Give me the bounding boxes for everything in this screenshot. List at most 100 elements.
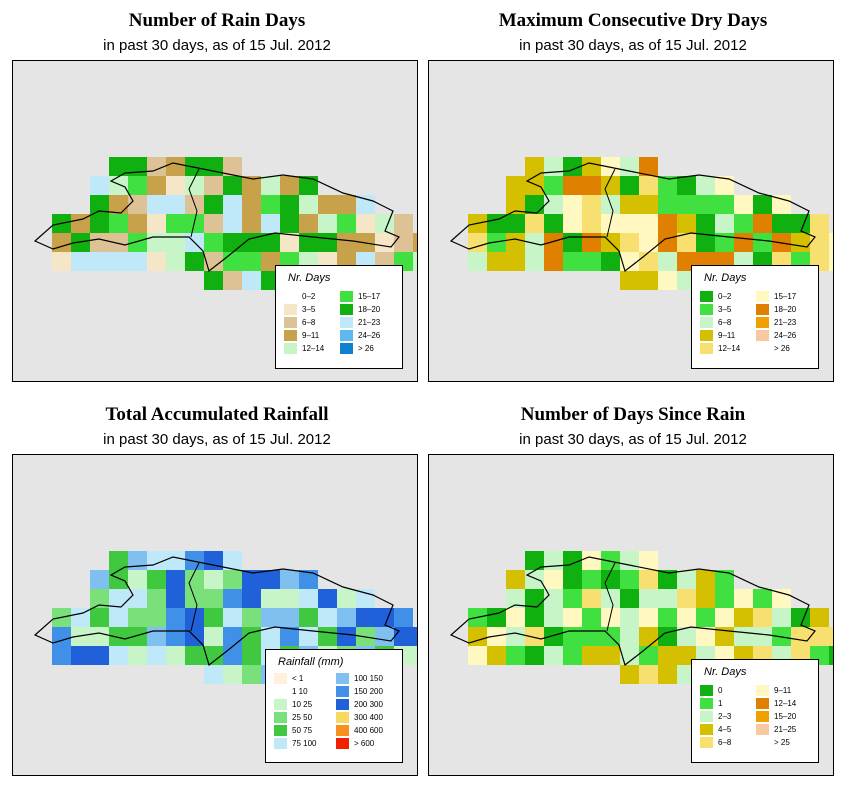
grid-cell xyxy=(639,214,658,233)
grid-cell xyxy=(791,214,810,233)
legend-swatch xyxy=(756,736,769,748)
grid-cell xyxy=(356,608,375,627)
grid-cell xyxy=(299,233,318,252)
grid-cell xyxy=(677,214,696,233)
grid-cell xyxy=(506,214,525,233)
grid-cell xyxy=(337,608,356,627)
grid-cell xyxy=(204,627,223,646)
grid-cell xyxy=(109,195,128,214)
legend-swatch xyxy=(274,711,287,723)
grid-cell xyxy=(242,252,261,271)
grid-cell xyxy=(772,608,791,627)
legend-swatch xyxy=(756,710,769,722)
grid-cell xyxy=(506,233,525,252)
legend-swatch xyxy=(340,329,353,341)
grid-cell xyxy=(223,646,242,665)
legend-item: 6–8 xyxy=(700,736,731,748)
legend-column: 9–11 12–14 15–20 21–25 > 25 xyxy=(756,684,796,749)
legend-item: 50 75 xyxy=(274,724,316,736)
legend-swatch xyxy=(756,303,769,315)
panel-days-since-rain: Number of Days Since Rain in past 30 day… xyxy=(428,394,838,784)
grid-cell xyxy=(204,608,223,627)
grid-cell xyxy=(223,157,242,176)
legend-label: 300 400 xyxy=(354,712,383,722)
grid-cell xyxy=(639,570,658,589)
grid-cell xyxy=(696,608,715,627)
legend-swatch xyxy=(274,672,287,684)
panel-subtitle: in past 30 days, as of 15 Jul. 2012 xyxy=(519,37,747,54)
legend-label: 6–8 xyxy=(718,737,732,747)
grid-cell xyxy=(90,589,109,608)
legend-column: 15–17 18–20 21–23 24–26 > 26 xyxy=(340,290,380,355)
legend-label: 1 10 xyxy=(292,686,308,696)
grid-cell xyxy=(563,176,582,195)
grid-cell xyxy=(829,252,833,271)
grid-cell xyxy=(696,627,715,646)
legend-swatch xyxy=(700,290,713,302)
legend-item: 24–26 xyxy=(340,329,380,341)
grid-cell xyxy=(109,157,128,176)
legend-label: 12–14 xyxy=(718,343,741,353)
grid-cell xyxy=(829,627,833,646)
grid-cell xyxy=(204,570,223,589)
grid-cell xyxy=(71,233,90,252)
grid-cell xyxy=(734,195,753,214)
grid-cell xyxy=(90,233,109,252)
coastline xyxy=(33,162,400,273)
grid-cell xyxy=(620,252,639,271)
grid-cell xyxy=(166,233,185,252)
grid-cell xyxy=(318,195,337,214)
legend-swatch xyxy=(700,329,713,341)
grid-cell xyxy=(166,195,185,214)
grid-cell xyxy=(696,570,715,589)
grid-cell xyxy=(544,570,563,589)
legend-label: 10 25 xyxy=(292,699,313,709)
grid-cell xyxy=(620,195,639,214)
grid-cell xyxy=(166,157,185,176)
grid-cell xyxy=(185,551,204,570)
grid-cell xyxy=(715,570,734,589)
grid-cell xyxy=(772,214,791,233)
grid-cell xyxy=(299,589,318,608)
legend-swatch xyxy=(756,697,769,709)
grid-cell xyxy=(413,252,417,271)
grid-cell xyxy=(242,589,261,608)
map-grid xyxy=(449,551,833,684)
legend-item: 0–2 xyxy=(284,290,324,302)
grid-cell xyxy=(658,252,677,271)
grid-cell xyxy=(829,646,833,665)
legend-swatch xyxy=(700,684,713,696)
grid-cell xyxy=(544,627,563,646)
grid-cell xyxy=(791,627,810,646)
map-grid xyxy=(449,157,833,290)
grid-cell xyxy=(261,214,280,233)
legend-label: 3–5 xyxy=(302,304,316,314)
country-border xyxy=(188,168,200,238)
grid-cell xyxy=(223,589,242,608)
grid-cell xyxy=(128,233,147,252)
grid-cell xyxy=(620,627,639,646)
grid-cell xyxy=(525,233,544,252)
panel-subtitle: in past 30 days, as of 15 Jul. 2012 xyxy=(103,431,331,448)
grid-cell xyxy=(753,608,772,627)
grid-cell xyxy=(109,233,128,252)
legend-label: 21–23 xyxy=(774,317,797,327)
grid-cell xyxy=(299,608,318,627)
grid-cell xyxy=(242,195,261,214)
grid-cell xyxy=(109,176,128,195)
legend-swatch xyxy=(340,316,353,328)
grid-cell xyxy=(71,214,90,233)
legend-column: < 1 1 10 10 25 25 50 50 75 75 100 xyxy=(274,672,316,750)
legend-swatch xyxy=(284,316,297,328)
grid-cell xyxy=(318,589,337,608)
legend-item: > 25 xyxy=(756,736,796,748)
legend-column: 0–2 3–5 6–8 9–11 12–14 xyxy=(700,290,740,355)
grid-cell xyxy=(147,214,166,233)
legend-item: 18–20 xyxy=(340,303,380,315)
grid-cell xyxy=(204,551,223,570)
grid-cell xyxy=(753,214,772,233)
grid-cell xyxy=(639,665,658,684)
grid-cell xyxy=(468,646,487,665)
legend-label: 9–11 xyxy=(302,330,320,340)
grid-cell xyxy=(109,608,128,627)
